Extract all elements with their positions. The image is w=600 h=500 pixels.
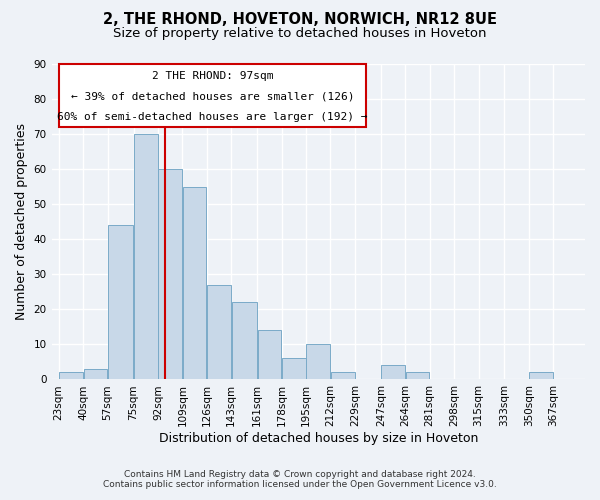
Bar [406,372,430,380]
Bar [108,225,133,380]
Text: ← 39% of detached houses are smaller (126): ← 39% of detached houses are smaller (12… [71,92,355,102]
Bar [331,372,355,380]
Text: Contains public sector information licensed under the Open Government Licence v3: Contains public sector information licen… [103,480,497,489]
Bar [232,302,257,380]
Text: Size of property relative to detached houses in Hoveton: Size of property relative to detached ho… [113,28,487,40]
Bar [257,330,281,380]
Bar [134,134,158,380]
Bar [59,372,83,380]
Text: 60% of semi-detached houses are larger (192) →: 60% of semi-detached houses are larger (… [58,112,368,122]
Bar [381,366,405,380]
Bar [83,369,107,380]
Bar [158,169,182,380]
FancyBboxPatch shape [59,64,367,127]
Text: 2, THE RHOND, HOVETON, NORWICH, NR12 8UE: 2, THE RHOND, HOVETON, NORWICH, NR12 8UE [103,12,497,28]
Text: 2 THE RHOND: 97sqm: 2 THE RHOND: 97sqm [152,71,274,81]
Bar [207,285,231,380]
Bar [529,372,553,380]
Y-axis label: Number of detached properties: Number of detached properties [15,123,28,320]
X-axis label: Distribution of detached houses by size in Hoveton: Distribution of detached houses by size … [158,432,478,445]
Bar [282,358,305,380]
Bar [307,344,330,380]
Text: Contains HM Land Registry data © Crown copyright and database right 2024.: Contains HM Land Registry data © Crown c… [124,470,476,479]
Bar [183,186,206,380]
